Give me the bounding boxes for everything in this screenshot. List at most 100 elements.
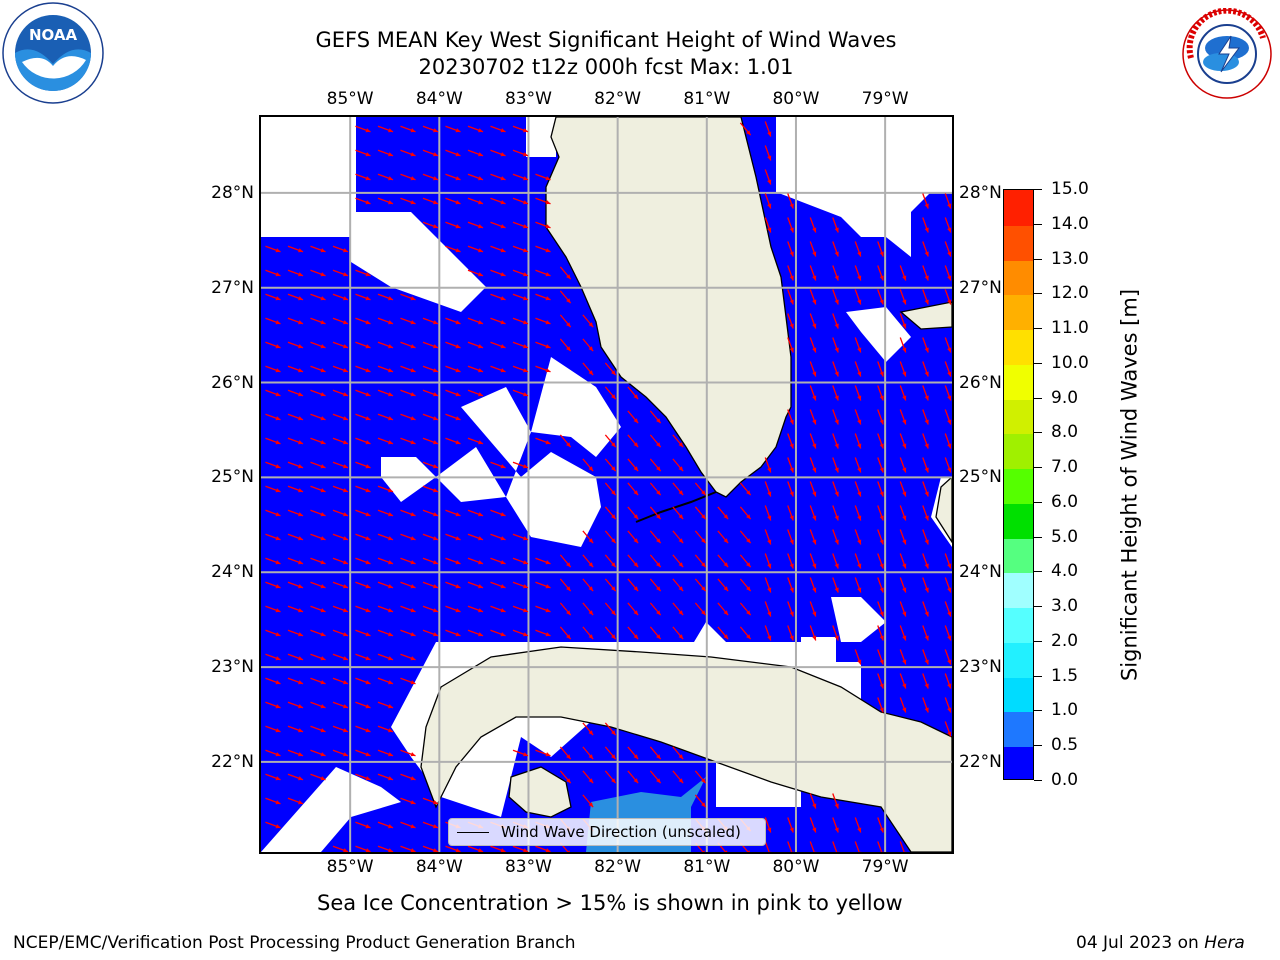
wind-wave-arrow: [467, 389, 484, 397]
wind-wave-arrow: [332, 749, 349, 757]
wind-wave-arrow: [832, 529, 839, 545]
wind-wave-arrow: [877, 241, 884, 257]
lat-tick-label-right: 28°N: [959, 182, 1002, 203]
wind-wave-arrow: [332, 845, 349, 852]
wind-wave-arrow: [649, 602, 662, 616]
wind-wave-arrow: [512, 197, 529, 205]
wind-wave-arrow: [854, 817, 862, 833]
wind-wave-arrow: [445, 533, 461, 541]
wind-wave-arrow: [422, 485, 439, 493]
wind-wave-arrow: [310, 749, 326, 757]
wind-wave-arrow: [377, 197, 394, 205]
wind-wave-arrow: [377, 413, 394, 421]
wind-wave-arrow: [627, 410, 639, 424]
chart-subtitle: 20230702 t12z 000h fcst Max: 1.01: [418, 55, 794, 79]
wind-wave-arrow: [377, 437, 394, 445]
wind-wave-arrow: [809, 481, 817, 497]
wind-wave-arrow: [265, 749, 281, 757]
wind-wave-arrow: [854, 457, 862, 473]
wind-wave-arrow: [310, 509, 326, 517]
wind-wave-arrow: [400, 437, 416, 445]
wind-wave-arrow: [377, 533, 394, 541]
wind-wave-arrow: [265, 701, 281, 709]
wind-wave-arrow: [672, 530, 684, 544]
wind-wave-arrow: [787, 505, 794, 521]
wind-wave-arrow: [400, 197, 416, 205]
wind-wave-arrow: [355, 749, 371, 757]
wind-wave-arrow: [627, 386, 639, 400]
wind-wave-arrow: [287, 509, 304, 517]
wind-wave-arrow: [377, 821, 394, 829]
wind-wave-arrow: [355, 149, 371, 157]
wind-wave-arrow: [535, 173, 551, 181]
wind-wave-arrow: [809, 289, 817, 305]
wind-wave-arrow: [944, 577, 952, 593]
colorbar-tick-label: 7.0: [1051, 457, 1079, 478]
wind-wave-arrow: [490, 197, 506, 205]
wind-wave-arrow: [512, 557, 529, 565]
wind-wave-arrow: [310, 365, 326, 373]
wind-wave-arrow: [672, 770, 684, 784]
wind-wave-arrow: [512, 269, 529, 277]
wind-wave-arrow: [649, 746, 662, 760]
map-legend: Wind Wave Direction (unscaled): [448, 818, 766, 846]
wind-wave-arrow: [310, 701, 326, 709]
wind-wave-arrow: [355, 341, 371, 349]
colorbar-segment: [1004, 676, 1033, 713]
wind-wave-arrow: [467, 581, 484, 589]
footer-date: 04 Jul 2023 on Hera: [1076, 933, 1245, 953]
colorbar-segment: [1004, 259, 1033, 296]
wind-wave-arrow: [445, 509, 461, 517]
wind-wave-arrow: [832, 577, 839, 593]
wind-wave-arrow: [490, 269, 506, 277]
wind-wave-arrow: [832, 241, 839, 257]
wind-wave-arrow: [559, 314, 572, 328]
colorbar-segment: [1004, 607, 1033, 643]
wind-wave-arrow: [944, 721, 952, 737]
wind-wave-arrow: [467, 197, 484, 205]
wind-wave-arrow: [559, 290, 572, 304]
wind-wave-arrow: [832, 841, 839, 852]
wind-wave-arrow: [604, 626, 617, 640]
wind-wave-arrow: [332, 437, 349, 445]
wind-wave-arrow: [899, 529, 907, 545]
wind-wave-arrow: [854, 577, 862, 593]
lon-tick-label-top: 81°W: [683, 89, 731, 109]
wind-wave-arrow: [400, 173, 416, 181]
wind-wave-arrow: [787, 457, 794, 473]
wind-wave-arrow: [310, 389, 326, 397]
wind-wave-arrow: [310, 557, 326, 565]
wind-wave-arrow: [877, 265, 884, 281]
wind-wave-arrow: [512, 749, 529, 757]
lat-tick-label-right: 26°N: [959, 372, 1002, 393]
wind-wave-arrow: [287, 365, 304, 373]
wind-wave-arrow: [832, 433, 839, 449]
wind-wave-arrow: [490, 533, 506, 541]
wind-wave-arrow: [899, 433, 907, 449]
wind-wave-arrow: [265, 245, 281, 253]
isla-juventud-land: [508, 766, 572, 818]
wind-wave-arrow: [877, 841, 884, 852]
wind-wave-arrow: [287, 533, 304, 541]
wind-wave-arrow: [467, 533, 484, 541]
wind-wave-arrow: [512, 293, 529, 301]
wind-wave-arrow: [809, 457, 817, 473]
wind-wave-arrow: [672, 626, 684, 640]
wind-wave-arrow: [377, 677, 394, 685]
wind-wave-arrow: [377, 293, 394, 301]
colorbar-tick-label: 2.0: [1051, 630, 1079, 651]
wind-wave-arrow: [310, 437, 326, 445]
wind-wave-arrow: [467, 341, 484, 349]
wind-wave-arrow: [672, 506, 684, 520]
wind-wave-arrow: [445, 389, 461, 397]
wind-wave-arrow: [559, 602, 572, 616]
wind-wave-arrow: [922, 433, 929, 449]
wind-wave-arrow: [467, 173, 484, 181]
wind-wave-arrow: [535, 365, 551, 373]
wind-wave-arrow: [627, 482, 639, 496]
wind-wave-arrow: [764, 601, 772, 617]
wind-wave-arrow: [355, 773, 371, 781]
wind-wave-arrow: [400, 581, 416, 589]
lon-tick-label-top: 83°W: [504, 89, 552, 109]
wind-wave-arrow: [922, 481, 929, 497]
